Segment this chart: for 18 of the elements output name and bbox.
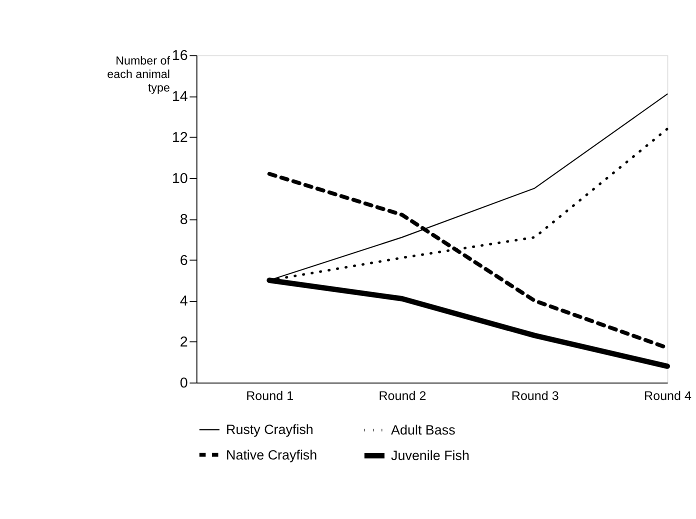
x-tick-label: Round 4: [644, 389, 692, 404]
legend-label: Rusty Crayfish: [226, 422, 314, 438]
y-tick-label: 14: [172, 89, 188, 106]
y-tick-label: 6: [180, 252, 188, 269]
x-tick-label: Round 1: [246, 389, 294, 404]
y-tick-label: 0: [180, 376, 188, 392]
x-tick-label: Round 2: [378, 389, 426, 404]
y-tick-label: 4: [180, 294, 188, 310]
y-tick-label: 8: [180, 212, 188, 228]
legend-label: Adult Bass: [391, 422, 456, 438]
legend-label: Juvenile Fish: [391, 448, 470, 464]
y-tick-label: 10: [172, 170, 188, 187]
legend-label: Native Crayfish: [226, 447, 318, 462]
y-axis-title: Number of each animal type: [107, 54, 171, 95]
x-tick-label: Round 3: [511, 389, 559, 404]
y-tick-label: 16: [172, 48, 188, 64]
y-tick-label: 12: [172, 130, 188, 146]
y-tick-label: 2: [180, 334, 188, 351]
